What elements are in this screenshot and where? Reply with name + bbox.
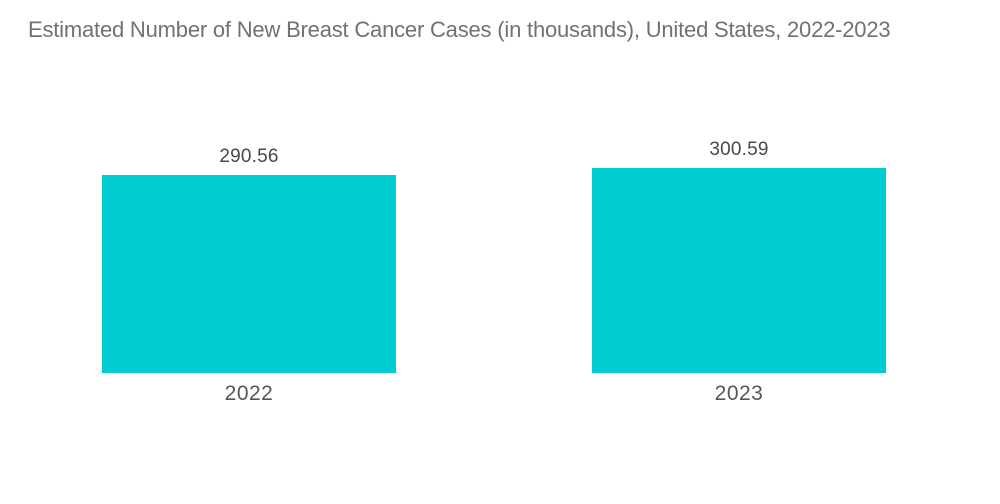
plot-area: 290.56 300.59 — [0, 73, 1000, 373]
category-label-2023: 2023 — [714, 382, 764, 405]
bar-group-2023: 300.59 — [592, 73, 886, 373]
bar-value-label: 290.56 — [219, 146, 279, 167]
bar-2022[interactable] — [102, 175, 396, 373]
category-axis: 2022 2023 — [0, 382, 1000, 406]
category-label-2022: 2022 — [224, 382, 274, 405]
bar-2023[interactable] — [592, 168, 886, 373]
bar-group-2022: 290.56 — [102, 73, 396, 373]
chart-title: Estimated Number of New Breast Cancer Ca… — [28, 17, 891, 42]
bar-value-label: 300.59 — [709, 139, 769, 160]
